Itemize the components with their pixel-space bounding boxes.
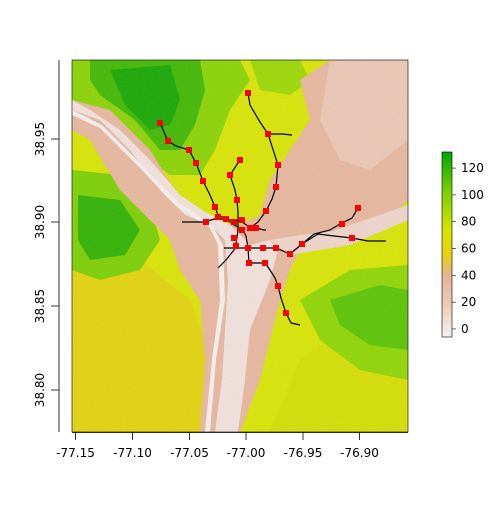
legend-tick-label: 100 bbox=[461, 188, 484, 202]
metro-station bbox=[215, 214, 221, 220]
metro-station bbox=[239, 227, 245, 233]
x-tick-label: -76.95 bbox=[284, 446, 323, 460]
x-tick-label: -76.90 bbox=[340, 446, 379, 460]
metro-station bbox=[231, 235, 237, 241]
metro-station bbox=[283, 310, 289, 316]
metro-station bbox=[273, 184, 279, 190]
metro-stations bbox=[157, 90, 361, 316]
x-tick-label: -77.15 bbox=[56, 446, 95, 460]
color-legend: 0 20 40 60 80 100 120 bbox=[441, 151, 484, 338]
metro-station bbox=[223, 216, 229, 222]
metro-station bbox=[186, 147, 192, 153]
metro-station bbox=[275, 283, 281, 289]
metro-station bbox=[203, 219, 209, 225]
metro-station bbox=[234, 197, 240, 203]
legend-tick-label: 60 bbox=[461, 242, 476, 256]
metro-station bbox=[212, 204, 218, 210]
metro-station bbox=[246, 260, 252, 266]
metro-station bbox=[349, 235, 355, 241]
legend-tick-label: 40 bbox=[461, 268, 476, 282]
y-tick-label: 38.90 bbox=[33, 205, 47, 239]
metro-station bbox=[239, 217, 245, 223]
legend-tick-label: 80 bbox=[461, 215, 476, 229]
metro-station bbox=[287, 251, 293, 257]
metro-station bbox=[262, 260, 268, 266]
metro-station bbox=[260, 245, 266, 251]
metro-station bbox=[245, 245, 251, 251]
metro-station bbox=[263, 208, 269, 214]
y-tick-label: 38.80 bbox=[33, 373, 47, 407]
metro-station bbox=[265, 131, 271, 137]
terrain-raster bbox=[72, 60, 408, 432]
x-tick-label: -77.10 bbox=[113, 446, 152, 460]
metro-line bbox=[247, 92, 279, 229]
legend-tick-label: 20 bbox=[461, 295, 476, 309]
metro-station bbox=[355, 205, 361, 211]
x-axis: -77.15 -77.10 -77.05 -77.00 -76.95 -76.90 bbox=[56, 432, 408, 460]
x-tick-label: -77.00 bbox=[227, 446, 266, 460]
metro-line bbox=[217, 174, 239, 269]
map-frame bbox=[71, 59, 409, 433]
y-tick-label: 38.85 bbox=[33, 289, 47, 323]
metro-station bbox=[165, 138, 171, 144]
x-tick-label: -77.05 bbox=[170, 446, 209, 460]
metro-station bbox=[157, 120, 163, 126]
metro-station bbox=[247, 225, 253, 231]
metro-station bbox=[253, 225, 259, 231]
legend-tick-label: 0 bbox=[461, 322, 469, 336]
metro-station bbox=[299, 241, 305, 247]
metro-station bbox=[237, 157, 243, 163]
metro-station bbox=[233, 243, 239, 249]
y-tick-label: 38.95 bbox=[33, 122, 47, 156]
metro-station bbox=[227, 172, 233, 178]
metro-station bbox=[245, 90, 251, 96]
metro-station bbox=[273, 245, 279, 251]
metro-station bbox=[231, 219, 237, 225]
legend-bar bbox=[441, 151, 453, 338]
y-axis: 38.80 38.85 38.90 38.95 bbox=[33, 60, 60, 432]
metro-line bbox=[268, 133, 293, 136]
metro-station bbox=[193, 160, 199, 166]
metro-station bbox=[275, 162, 281, 168]
metro-station bbox=[339, 221, 345, 227]
metro-station bbox=[200, 178, 206, 184]
legend-tick-label: 120 bbox=[461, 161, 484, 175]
